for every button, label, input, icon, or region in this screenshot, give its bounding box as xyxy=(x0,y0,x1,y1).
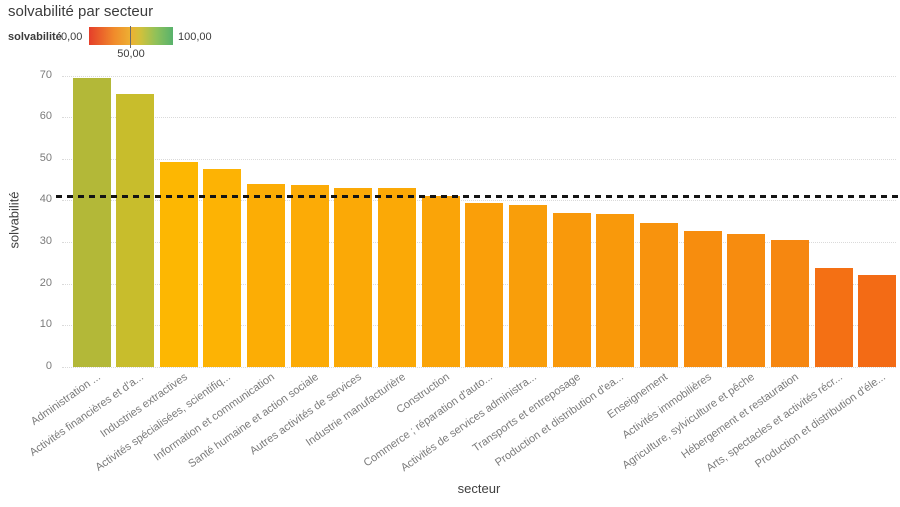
y-tick-label: 30 xyxy=(39,235,52,248)
x-axis-title: secteur xyxy=(457,481,501,496)
chart-title: solvabilité par secteur xyxy=(8,3,154,20)
bar[interactable] xyxy=(683,231,722,367)
y-tick-label: 40 xyxy=(39,193,52,206)
bar[interactable] xyxy=(116,94,155,367)
y-tick-label: 70 xyxy=(39,68,52,81)
y-tick-label: 60 xyxy=(39,110,52,123)
gridline-y-60 xyxy=(62,117,896,119)
legend-midpoint-tick xyxy=(130,26,131,48)
bar[interactable] xyxy=(203,169,242,367)
legend-max-value: 100,00 xyxy=(178,31,212,43)
reference-line xyxy=(56,194,898,198)
bar[interactable] xyxy=(247,183,286,367)
gridline-y-50 xyxy=(62,158,896,160)
bar[interactable] xyxy=(596,213,635,367)
bar[interactable] xyxy=(465,202,504,367)
bar[interactable] xyxy=(509,205,548,367)
bar[interactable] xyxy=(421,196,460,367)
bar[interactable] xyxy=(334,187,373,367)
gridline-y-70 xyxy=(62,75,896,77)
bar[interactable] xyxy=(72,77,111,367)
bar[interactable] xyxy=(378,188,417,367)
y-tick-label: 10 xyxy=(39,318,52,331)
legend-color-gradient-bar xyxy=(89,27,173,45)
bar[interactable] xyxy=(814,267,853,367)
bar[interactable] xyxy=(640,223,679,367)
bar[interactable] xyxy=(858,275,897,367)
y-tick-label: 50 xyxy=(39,151,52,164)
legend-min-value: 0,00 xyxy=(61,31,83,43)
bar[interactable] xyxy=(290,185,329,367)
legend-title: solvabilité xyxy=(8,31,62,43)
gridline-y-0 xyxy=(62,367,896,368)
gridline-y-40 xyxy=(62,200,896,202)
bar[interactable] xyxy=(727,233,766,367)
bar[interactable] xyxy=(552,212,591,367)
y-tick-label: 20 xyxy=(39,276,52,289)
bar[interactable] xyxy=(159,162,198,367)
y-tick-label: 0 xyxy=(45,360,52,372)
legend-mid-value: 50,00 xyxy=(117,48,145,60)
bar[interactable] xyxy=(771,239,810,367)
